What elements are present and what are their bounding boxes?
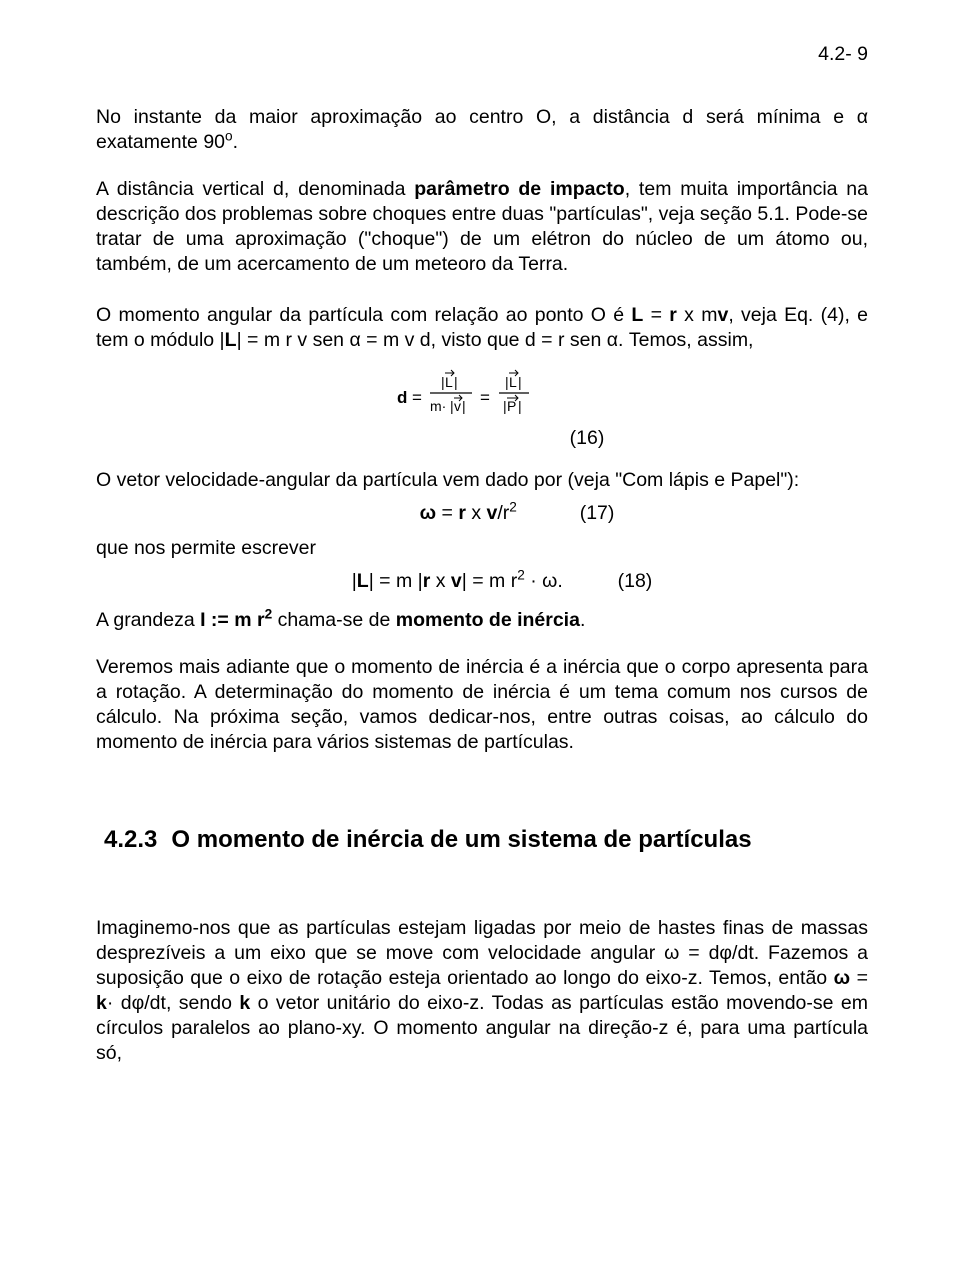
equation-17-number: (17) xyxy=(580,502,615,524)
symbol-L: L xyxy=(225,329,237,351)
text: = xyxy=(436,502,458,524)
paragraph-6: A grandeza I := m r2 chama-se de momento… xyxy=(96,608,868,633)
text: · dφ/dt, sendo xyxy=(107,992,239,1014)
symbol-omega: ω xyxy=(834,967,850,989)
text: O momento angular da partícula com relaç… xyxy=(96,304,631,326)
equation-18: |L| = m |r x v| = m r2 · ω. (18) xyxy=(96,569,868,594)
paragraph-8: Imaginemo-nos que as partículas estejam … xyxy=(96,916,868,1066)
document-page: 4.2- 9 No instante da maior aproximação … xyxy=(0,0,960,1266)
symbol-omega: ω xyxy=(420,502,436,524)
equation-16: d = | L | m· xyxy=(96,367,868,451)
svg-text:|: | xyxy=(518,374,522,390)
text: . xyxy=(580,609,585,631)
text: No instante da maior aproximação ao cent… xyxy=(96,106,868,153)
text: · ω. xyxy=(525,570,563,592)
text: = xyxy=(850,967,868,989)
symbol-L: L xyxy=(357,570,369,592)
symbol-L: L xyxy=(631,304,643,326)
text: = xyxy=(643,304,669,326)
text: x xyxy=(466,502,487,524)
symbol-r: r xyxy=(669,304,677,326)
equation-16-number: (16) xyxy=(570,427,605,449)
paragraph-7: Veremos mais adiante que o momento de in… xyxy=(96,655,868,755)
section-heading: 4.2.3 O momento de inércia de um sistema … xyxy=(104,825,868,856)
svg-text:L: L xyxy=(509,374,517,390)
paragraph-2: A distância vertical d, denominada parâm… xyxy=(96,177,868,277)
svg-text:|: | xyxy=(518,398,522,414)
text: Imaginemo-nos que as partículas estejam … xyxy=(96,917,868,989)
svg-text:=: = xyxy=(412,388,422,407)
symbol-k: k xyxy=(239,992,250,1014)
text: chama-se de xyxy=(272,609,396,631)
symbol-v: v xyxy=(487,502,498,524)
symbol-k: k xyxy=(96,992,107,1014)
text: . xyxy=(233,131,238,153)
svg-text:L: L xyxy=(445,374,453,390)
bold-term: parâmetro de impacto xyxy=(414,178,624,200)
superscript: o xyxy=(225,128,233,143)
svg-text:|: | xyxy=(454,374,458,390)
svg-text:|: | xyxy=(462,398,466,414)
svg-text:=: = xyxy=(480,388,490,407)
text: x m xyxy=(677,304,718,326)
equation-18-number: (18) xyxy=(618,570,653,592)
bold-term: I := m r2 xyxy=(200,609,272,631)
paragraph-3: O momento angular da partícula com relaç… xyxy=(96,303,868,353)
svg-text:m·: m· xyxy=(430,398,446,414)
section-title-text: O momento de inércia de um sistema de pa… xyxy=(171,826,751,853)
bold-term: momento de inércia xyxy=(396,609,580,631)
paragraph-4: O vetor velocidade-angular da partícula … xyxy=(96,468,868,493)
symbol-v: v xyxy=(717,304,728,326)
text: x xyxy=(430,570,451,592)
page-number: 4.2- 9 xyxy=(96,42,868,67)
superscript: 2 xyxy=(509,500,517,515)
symbol-v: v xyxy=(451,570,462,592)
text: | = m r v sen α = m v d, visto que d = r… xyxy=(237,329,754,351)
svg-text:d: d xyxy=(397,388,407,407)
superscript: 2 xyxy=(517,568,525,583)
text: | = m r xyxy=(462,570,517,592)
symbol-r: r xyxy=(458,502,466,524)
equation-16-formula: d = | L | m· xyxy=(397,367,567,430)
equation-17: ω = r x v/r2 (17) xyxy=(96,501,868,526)
text: /r xyxy=(497,502,509,524)
text: A distância vertical d, denominada xyxy=(96,178,414,200)
text: | = m | xyxy=(369,570,423,592)
text: A grandeza xyxy=(96,609,200,631)
section-number: 4.2.3 xyxy=(104,825,157,856)
paragraph-5: que nos permite escrever xyxy=(96,536,868,561)
paragraph-1: No instante da maior aproximação ao cent… xyxy=(96,105,868,155)
